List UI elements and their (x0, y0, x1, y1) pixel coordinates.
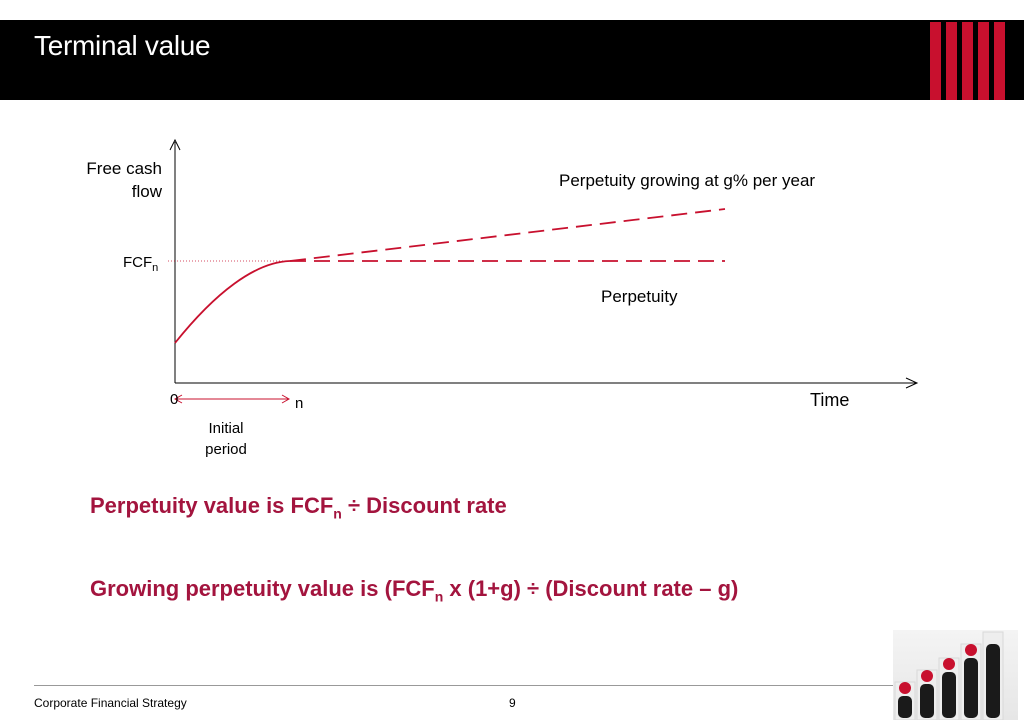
page-number: 9 (509, 696, 516, 710)
y-axis-label: flow (132, 182, 163, 201)
stacked-beads-photo (893, 630, 1018, 721)
growing-formula-prefix: Growing perpetuity value is (FCF (90, 576, 435, 601)
logo-bar (978, 22, 989, 100)
footer-divider (34, 685, 896, 686)
perpetuity-formula: Perpetuity value is FCFn ÷ Discount rate (90, 493, 507, 521)
growing-formula-suffix: x (1+g) ÷ (Discount rate – g) (443, 576, 739, 601)
initial-period-label: Initial (208, 420, 243, 437)
terminal-value-diagram: Free cash flow FCFn Perpetuity growing a… (86, 138, 919, 458)
logo-bar (994, 22, 1005, 100)
initial-growth-curve (174, 260, 291, 344)
flat-perpetuity-label: Perpetuity (601, 287, 678, 306)
y-axis-arrowhead (169, 138, 181, 151)
beads-illustration (894, 631, 1004, 721)
title-bar: Terminal value (0, 20, 1024, 100)
x-axis-arrowhead (905, 377, 919, 389)
perpetuity-formula-prefix: Perpetuity value is FCF (90, 493, 334, 518)
fcf-n-label: FCFn (123, 254, 158, 274)
logo-bars (930, 22, 1020, 100)
initial-period-arrowhead-left (173, 394, 183, 404)
initial-period-arrowhead-right (281, 394, 291, 404)
origin-label: 0 (170, 391, 178, 408)
logo-bar (930, 22, 941, 100)
perpetuity-formula-suffix: ÷ Discount rate (341, 493, 507, 518)
growing-formula-sub: n (434, 588, 444, 605)
initial-period-label: period (205, 441, 247, 458)
logo-bar (962, 22, 973, 100)
y-axis-label: Free cash (86, 159, 162, 178)
perpetuity-formula-sub: n (333, 505, 342, 522)
growing-perpetuity-line (289, 208, 726, 262)
growing-perpetuity-label: Perpetuity growing at g% per year (559, 171, 815, 190)
footer-course-name: Corporate Financial Strategy (34, 696, 187, 710)
x-axis-label: Time (810, 390, 849, 410)
growing-perpetuity-formula: Growing perpetuity value is (FCFn x (1+g… (90, 576, 738, 604)
logo-bar (946, 22, 957, 100)
page-title: Terminal value (34, 30, 211, 61)
n-label: n (295, 395, 303, 412)
